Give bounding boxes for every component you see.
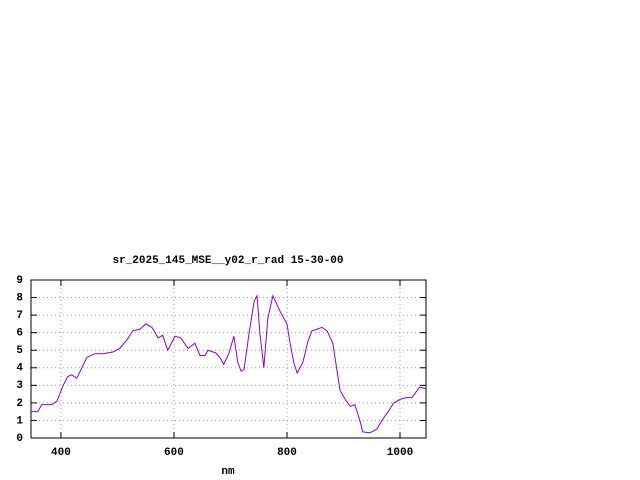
- x-tick-label: 400: [51, 447, 71, 459]
- y-tick-label: 4: [16, 363, 23, 375]
- y-tick-label: 5: [16, 345, 23, 357]
- y-tick-label: 3: [16, 380, 23, 392]
- x-tick-label: 600: [164, 447, 184, 459]
- y-tick-label: 7: [16, 310, 23, 322]
- y-tick-label: 0: [16, 433, 23, 445]
- x-tick-label: 800: [277, 447, 297, 459]
- x-axis-label: nm: [221, 466, 235, 478]
- data-line: [31, 294, 427, 434]
- plot-frame: [30, 279, 427, 439]
- chart-title: sr_2025_145_MSE__y02_r_rad 15-30-00: [112, 255, 343, 267]
- y-tick-label: 6: [16, 328, 23, 340]
- y-tick-label: 9: [16, 275, 23, 287]
- y-tick-label: 2: [16, 398, 23, 410]
- x-tick-label: 1000: [387, 447, 413, 459]
- y-tick-label: 8: [16, 292, 23, 304]
- y-tick-label: 1: [16, 415, 23, 427]
